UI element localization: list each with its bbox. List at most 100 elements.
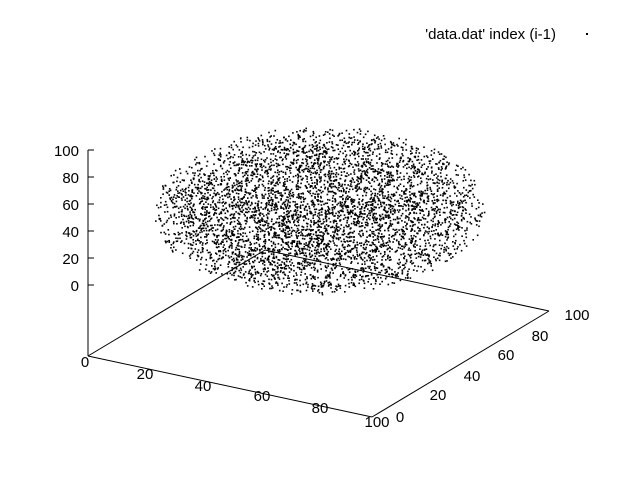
data-point — [310, 229, 312, 231]
data-point — [378, 138, 380, 140]
data-point — [236, 219, 239, 221]
data-point — [467, 191, 470, 194]
data-point — [237, 180, 239, 182]
data-point — [183, 221, 185, 224]
data-point — [220, 224, 222, 226]
data-point — [291, 218, 294, 220]
data-point — [439, 172, 442, 174]
data-point — [179, 206, 182, 208]
data-point — [370, 185, 373, 188]
data-point — [304, 248, 306, 250]
data-point — [360, 176, 363, 179]
data-point — [261, 140, 264, 143]
y-tick-label: 20 — [430, 387, 447, 404]
data-point — [323, 165, 326, 168]
data-point — [223, 225, 225, 227]
data-point — [401, 264, 404, 266]
data-point — [250, 174, 252, 176]
data-point — [193, 174, 196, 177]
data-point — [345, 129, 348, 132]
data-point — [410, 242, 413, 244]
data-point — [285, 166, 288, 168]
data-point — [309, 224, 312, 226]
data-point — [441, 234, 444, 236]
data-point — [409, 150, 412, 152]
data-point — [309, 264, 311, 267]
data-point — [254, 189, 256, 192]
data-point — [423, 214, 425, 216]
data-point — [375, 155, 378, 157]
data-point — [394, 251, 397, 253]
data-point — [394, 199, 396, 202]
data-point — [251, 165, 253, 167]
data-point — [325, 220, 328, 223]
data-point — [367, 255, 370, 258]
data-point — [440, 166, 443, 168]
data-point — [192, 221, 194, 224]
data-point — [328, 133, 331, 135]
data-point — [314, 171, 317, 173]
data-point — [263, 270, 265, 273]
data-point — [339, 139, 341, 142]
data-point — [193, 214, 196, 216]
data-point — [301, 229, 304, 231]
data-point — [211, 224, 213, 227]
data-point — [369, 250, 371, 252]
data-point — [259, 227, 261, 229]
data-point — [318, 245, 320, 248]
data-point — [362, 177, 365, 180]
data-point — [381, 224, 384, 226]
data-point — [287, 220, 290, 223]
data-point — [250, 159, 252, 162]
data-point — [268, 210, 271, 213]
data-point — [306, 248, 308, 251]
data-point — [277, 284, 279, 286]
data-point — [444, 218, 446, 220]
data-point — [240, 167, 243, 169]
data-point — [245, 211, 247, 213]
data-point — [285, 225, 288, 228]
data-point — [317, 165, 320, 168]
data-point — [162, 186, 165, 189]
data-point — [443, 249, 445, 251]
data-point — [284, 180, 286, 183]
data-point — [354, 244, 357, 247]
data-point — [310, 219, 312, 222]
data-point — [273, 269, 276, 271]
data-point — [327, 265, 329, 267]
data-point — [342, 152, 344, 155]
data-point — [282, 246, 284, 249]
data-point — [292, 191, 294, 194]
data-point — [244, 226, 246, 229]
data-point — [325, 224, 328, 226]
data-point — [386, 173, 389, 176]
data-point — [278, 252, 280, 254]
data-point — [317, 219, 320, 222]
data-point — [333, 161, 335, 163]
data-point — [418, 230, 420, 232]
data-point — [248, 226, 251, 228]
data-point — [266, 275, 269, 277]
data-point — [253, 249, 256, 251]
data-point — [299, 214, 302, 216]
data-point — [302, 226, 305, 228]
data-point — [197, 227, 200, 229]
data-point — [444, 192, 447, 195]
data-point — [380, 233, 383, 235]
data-point — [349, 162, 351, 165]
data-point — [254, 221, 256, 223]
data-point — [287, 148, 290, 151]
data-point — [388, 237, 390, 239]
data-point — [409, 196, 412, 199]
data-point — [188, 200, 191, 202]
data-point — [191, 244, 194, 246]
data-point — [360, 207, 363, 210]
data-point — [262, 252, 265, 254]
data-point — [286, 178, 289, 180]
data-point — [320, 152, 322, 155]
data-point — [204, 243, 207, 245]
data-point — [374, 192, 376, 195]
data-point — [268, 248, 271, 250]
data-point — [402, 159, 405, 162]
data-point — [171, 249, 174, 252]
